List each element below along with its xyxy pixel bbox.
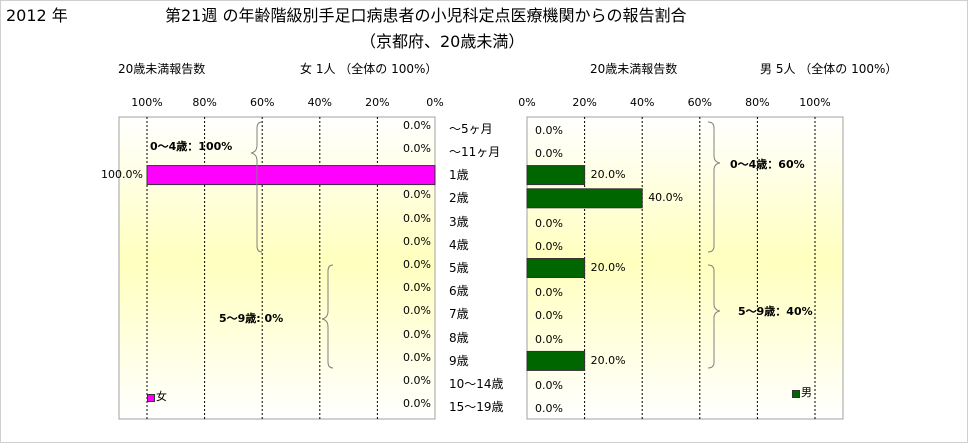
category-label: ～11ヶ月 <box>449 144 501 159</box>
right-tick-label: 100% <box>799 96 831 109</box>
right-bar <box>526 188 643 209</box>
left-tick-label: 20% <box>365 96 390 109</box>
left-tick-label: 40% <box>307 96 333 109</box>
left-bar <box>146 165 436 186</box>
left-bracket-0-4 <box>250 121 263 253</box>
left-group-label-5-9: 5～9歳: 0% <box>219 312 284 325</box>
left-group-label-0-4: 0～4歳：100% <box>150 140 233 153</box>
right-count-label: 20歳未満報告数 <box>590 62 678 76</box>
left-tick-label: 80% <box>192 96 217 109</box>
right-tick-label: 80% <box>745 96 770 109</box>
category-label: 15～19歳 <box>449 400 504 415</box>
legend-label-female: 女 <box>156 390 167 403</box>
right-bar-data-label: 0.0% <box>535 309 563 323</box>
left-bar-data-label: 0.0% <box>403 258 431 271</box>
category-label: 6歳 <box>449 284 469 299</box>
left-bar-data-label: 0.0% <box>403 188 431 202</box>
left-bar-data-label: 0.0% <box>403 211 431 225</box>
left-summary: 女 1人 （全体の 100%） <box>300 62 438 76</box>
right-bar-data-label: 0.0% <box>535 239 563 253</box>
category-label: 1歳 <box>449 168 469 183</box>
right-summary: 男 5人 （全体の 100%） <box>760 62 898 76</box>
right-bar-data-label: 20.0% <box>590 168 626 182</box>
chart-title: 第21週 の年齢階級別手足口病患者の小児科定点医療機関からの報告割合 <box>165 6 687 25</box>
right-bar <box>526 350 586 371</box>
left-bar-data-label: 0.0% <box>403 141 431 155</box>
category-label: 5歳 <box>449 261 469 275</box>
category-label: 3歳 <box>449 214 469 229</box>
category-label: 10～14歳 <box>449 377 504 392</box>
year-label: 2012 年 <box>6 6 68 25</box>
right-bar-data-label: 40.0% <box>648 191 684 205</box>
right-tick-label: 0% <box>518 96 536 109</box>
right-group-label-5-9: 5～9歳：40% <box>738 305 813 318</box>
right-bar-data-label: 0.0% <box>535 402 563 416</box>
left-bar-data-label: 0.0% <box>403 281 431 295</box>
right-bar-data-label: 0.0% <box>535 379 563 393</box>
right-bar-data-label: 0.0% <box>535 286 563 300</box>
legend-label-male: 男 <box>801 386 812 399</box>
right-group-label-0-4: 0～4歳：60% <box>730 158 805 171</box>
bars <box>146 165 643 371</box>
category-label: 9歳 <box>449 353 469 368</box>
legend-swatch-female <box>147 394 155 402</box>
left-tick-label: 0% <box>426 96 444 109</box>
right-bar <box>526 258 586 278</box>
right-tick-label: 60% <box>687 96 713 109</box>
left-bar-data-label: 0.0% <box>403 118 431 132</box>
category-label: 7歳 <box>449 307 469 322</box>
right-tick-label: 40% <box>629 96 655 109</box>
left-bar-data-label: 0.0% <box>403 374 431 388</box>
left-bracket-5-9 <box>321 264 334 369</box>
right-bracket-0-4 <box>707 121 721 253</box>
left-bar-data-label: 100.0% <box>101 168 143 182</box>
right-tick-label: 20% <box>572 96 597 109</box>
category-label: 4歳 <box>449 237 469 252</box>
right-bar-data-label: 0.0% <box>535 216 563 230</box>
legend-swatch-male <box>792 390 800 398</box>
right-bar <box>526 165 586 186</box>
right-bar-data-label: 0.0% <box>535 123 563 137</box>
left-tick-label: 100% <box>131 96 163 109</box>
left-count-label: 20歳未満報告数 <box>118 62 206 76</box>
right-bracket-5-9 <box>707 264 721 369</box>
chart-subtitle: （京都府、20歳未満） <box>360 32 525 51</box>
left-tick-label: 60% <box>249 96 275 109</box>
category-label: 2歳 <box>449 191 469 206</box>
left-bar-data-label: 0.0% <box>403 234 431 248</box>
right-bar-data-label: 0.0% <box>535 332 563 346</box>
left-bar-data-label: 0.0% <box>403 327 431 341</box>
category-label: ～5ヶ月 <box>449 121 493 136</box>
right-bar-data-label: 20.0% <box>590 353 626 367</box>
right-bar-data-label: 20.0% <box>590 261 626 274</box>
category-label: 8歳 <box>449 330 469 345</box>
left-bar-data-label: 0.0% <box>403 397 431 411</box>
right-bar-data-label: 0.0% <box>535 146 563 160</box>
brackets <box>250 121 721 369</box>
left-bar-data-label: 0.0% <box>403 350 431 364</box>
left-bar-data-label: 0.0% <box>403 304 431 318</box>
